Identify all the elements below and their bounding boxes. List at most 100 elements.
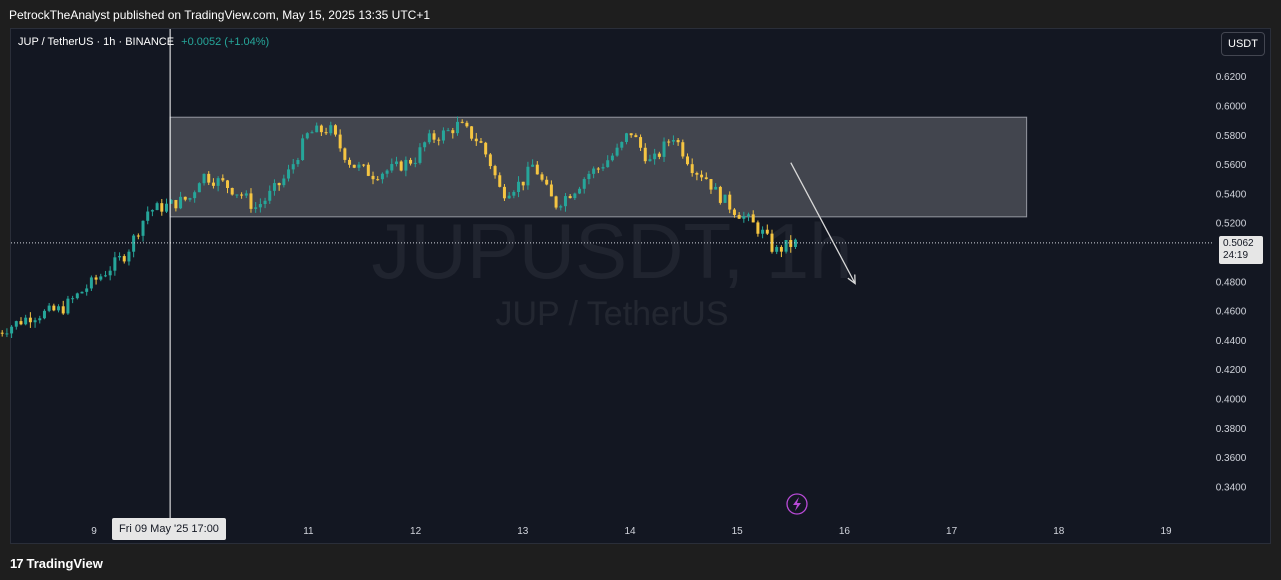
candle (113, 251, 117, 276)
candle (315, 122, 319, 133)
candle (202, 173, 206, 186)
candle (432, 130, 436, 143)
candle (423, 141, 427, 152)
candle (244, 190, 248, 199)
candle (690, 158, 694, 177)
candle (446, 127, 450, 132)
last-price-badge: 0.5062 24:19 (1219, 236, 1263, 264)
candle (418, 143, 422, 165)
candle (371, 171, 375, 185)
candle (775, 245, 779, 255)
candle (470, 126, 474, 141)
tradingview-logo-icon: 17 (10, 556, 24, 571)
candle (507, 192, 511, 199)
candle (413, 157, 417, 168)
candle (348, 157, 352, 168)
y-tick-label: 0.6000 (1216, 102, 1247, 113)
candle (42, 309, 46, 320)
candle (258, 198, 262, 213)
candle (14, 320, 18, 330)
tradingview-logo[interactable]: 17 TradingView (10, 556, 103, 571)
x-tick-label: 11 (303, 526, 314, 537)
candle (230, 187, 234, 196)
candle (479, 137, 483, 144)
candle (89, 275, 93, 292)
symbol-legend[interactable]: JUP / TetherUS · 1h · BINANCE +0.0052 (+… (18, 36, 269, 48)
candle (352, 164, 356, 169)
candle (742, 211, 746, 223)
candle (122, 254, 126, 264)
candle (751, 210, 755, 223)
candle (718, 185, 722, 205)
candle (653, 148, 657, 165)
candle (376, 176, 380, 181)
candle (582, 177, 586, 194)
range-box[interactable] (169, 116, 1028, 218)
candle (770, 229, 774, 254)
candle (193, 190, 197, 203)
candle (441, 127, 445, 144)
candle (409, 157, 413, 166)
candle (235, 194, 239, 199)
candle (136, 233, 140, 240)
candle (662, 137, 666, 162)
candle (460, 119, 464, 124)
candle (596, 167, 600, 174)
candle (385, 169, 389, 178)
candle (484, 141, 488, 158)
candle (108, 266, 112, 281)
x-tick-label: 12 (410, 526, 422, 537)
candle (535, 161, 539, 175)
candle (282, 174, 286, 188)
candle (188, 197, 192, 202)
candle (521, 181, 525, 191)
lightning-icon[interactable] (786, 493, 808, 515)
candle (155, 201, 159, 211)
currency-button[interactable]: USDT (1221, 32, 1265, 56)
candle (329, 121, 333, 136)
forecast-arrow[interactable] (790, 162, 856, 285)
candle (319, 124, 323, 136)
candle (657, 151, 661, 160)
candle (526, 161, 530, 190)
candle (296, 157, 300, 167)
y-tick-label: 0.6200 (1216, 72, 1247, 83)
candle (676, 138, 680, 146)
candle (610, 153, 614, 162)
candle (38, 315, 42, 324)
x-tick-label: 13 (517, 526, 529, 537)
candle (66, 295, 70, 315)
candle (394, 156, 398, 167)
candle (671, 135, 675, 145)
candle (362, 163, 366, 168)
candle (118, 252, 122, 261)
candle (169, 199, 173, 204)
candle (324, 127, 328, 136)
candle (493, 164, 497, 179)
candle (456, 116, 460, 136)
y-tick-label: 0.5600 (1216, 160, 1247, 171)
candle (765, 224, 769, 235)
candle (554, 195, 558, 210)
brand-name: TradingView (26, 556, 103, 571)
candle (498, 172, 502, 188)
x-tick-label: 16 (839, 526, 851, 537)
candle (103, 270, 107, 278)
candle (761, 226, 765, 239)
candle (779, 245, 783, 258)
candle (709, 178, 713, 194)
candle (127, 249, 131, 266)
candle (549, 180, 553, 197)
candle (226, 179, 230, 194)
x-tick-label: 14 (624, 526, 636, 537)
candle (0, 330, 4, 337)
candle (174, 199, 178, 212)
candle (5, 328, 9, 338)
candle (71, 295, 75, 304)
candle (587, 170, 591, 185)
chart-frame[interactable] (10, 28, 1271, 544)
candle (512, 190, 516, 199)
candle (563, 192, 567, 212)
candle (146, 206, 150, 225)
